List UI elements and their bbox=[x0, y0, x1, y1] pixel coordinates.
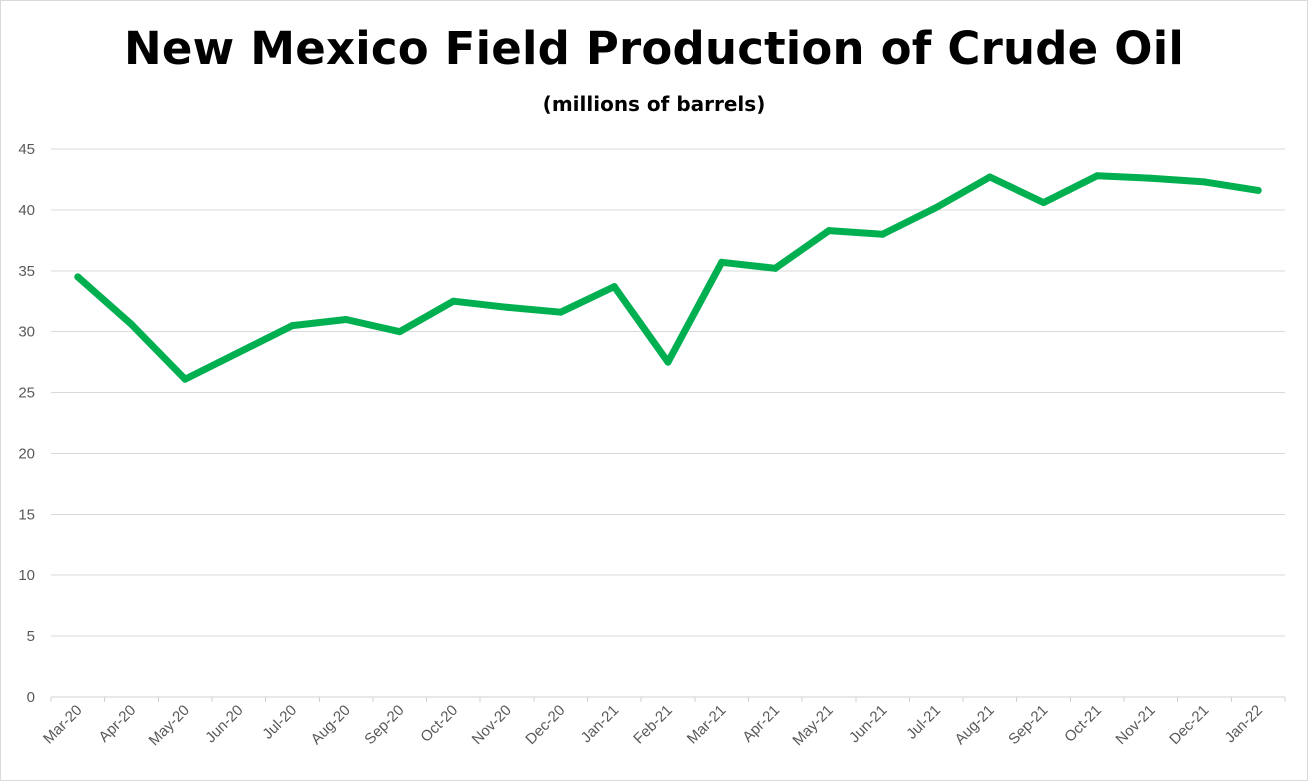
data-point bbox=[449, 297, 457, 305]
y-tick-label: 30 bbox=[18, 324, 35, 341]
y-tick-label: 5 bbox=[27, 628, 35, 645]
data-point bbox=[1040, 199, 1048, 207]
x-tick-label: May-21 bbox=[789, 702, 836, 749]
data-point bbox=[825, 227, 833, 235]
data-point bbox=[771, 264, 779, 272]
y-tick-label: 10 bbox=[18, 567, 35, 584]
y-tick-label: 40 bbox=[18, 202, 35, 219]
x-tick-label: Sep-21 bbox=[1005, 702, 1051, 748]
x-tick-label: Nov-21 bbox=[1112, 702, 1158, 748]
x-tick-label: Jul-21 bbox=[903, 702, 944, 743]
series-layer bbox=[74, 172, 1262, 383]
data-point bbox=[932, 203, 940, 211]
x-tick-label: Dec-20 bbox=[522, 702, 568, 748]
chart-subtitle: (millions of barrels) bbox=[542, 92, 766, 116]
gridlines bbox=[51, 148, 1285, 698]
y-tick-label: 0 bbox=[27, 689, 35, 706]
x-tick-label: Sep-20 bbox=[361, 702, 407, 748]
x-tick-label: Apr-21 bbox=[739, 702, 783, 746]
data-point bbox=[610, 283, 618, 291]
x-tick-label: Jul-20 bbox=[259, 702, 300, 743]
x-tick-label: Aug-20 bbox=[308, 702, 354, 748]
x-tick-label: Aug-21 bbox=[952, 702, 998, 748]
x-tick-label: Dec-21 bbox=[1166, 702, 1212, 748]
y-tick-label: 35 bbox=[18, 263, 35, 280]
x-tick-label: Jan-21 bbox=[578, 702, 622, 746]
x-tick-label: Oct-20 bbox=[417, 702, 461, 746]
x-tick-label: Jan-22 bbox=[1222, 702, 1266, 746]
x-tick-label: Oct-21 bbox=[1061, 702, 1105, 746]
x-tick-label: Mar-21 bbox=[684, 702, 730, 748]
data-point bbox=[1201, 178, 1209, 186]
data-point bbox=[127, 320, 135, 328]
x-tick-label: Jun-20 bbox=[202, 702, 246, 746]
y-tick-label: 45 bbox=[18, 141, 35, 158]
data-point bbox=[503, 303, 511, 311]
x-tick-label: May-20 bbox=[146, 702, 193, 749]
series-line bbox=[74, 172, 1262, 383]
data-point bbox=[879, 230, 887, 238]
data-point bbox=[1147, 174, 1155, 182]
y-axis-ticks: 0 5 10 15 20 25 30 35 40 45 bbox=[18, 141, 35, 706]
y-tick-label: 25 bbox=[18, 385, 35, 402]
data-point bbox=[664, 358, 672, 366]
chart-title: New Mexico Field Production of Crude Oil bbox=[124, 22, 1184, 75]
data-point bbox=[181, 375, 189, 383]
x-tick-label: Apr-20 bbox=[95, 702, 139, 746]
data-point bbox=[986, 173, 994, 181]
x-tick-label: Jun-21 bbox=[846, 702, 890, 746]
y-tick-label: 20 bbox=[18, 445, 35, 462]
data-point bbox=[74, 273, 82, 281]
data-point bbox=[718, 258, 726, 266]
data-point bbox=[557, 308, 565, 316]
data-point bbox=[342, 315, 350, 323]
x-axis-ticks: Mar-20 Apr-20 May-20 Jun-20 Jul-20 Aug-20 Sep-… bbox=[40, 697, 1286, 749]
data-point bbox=[235, 348, 243, 356]
data-point bbox=[396, 328, 404, 336]
x-tick-label: Feb-21 bbox=[630, 702, 676, 748]
data-point bbox=[288, 322, 296, 330]
y-tick-label: 15 bbox=[18, 506, 35, 523]
data-point bbox=[1254, 186, 1262, 194]
x-tick-label: Mar-20 bbox=[40, 702, 86, 748]
x-tick-label: Nov-20 bbox=[469, 702, 515, 748]
data-point bbox=[1093, 172, 1101, 180]
